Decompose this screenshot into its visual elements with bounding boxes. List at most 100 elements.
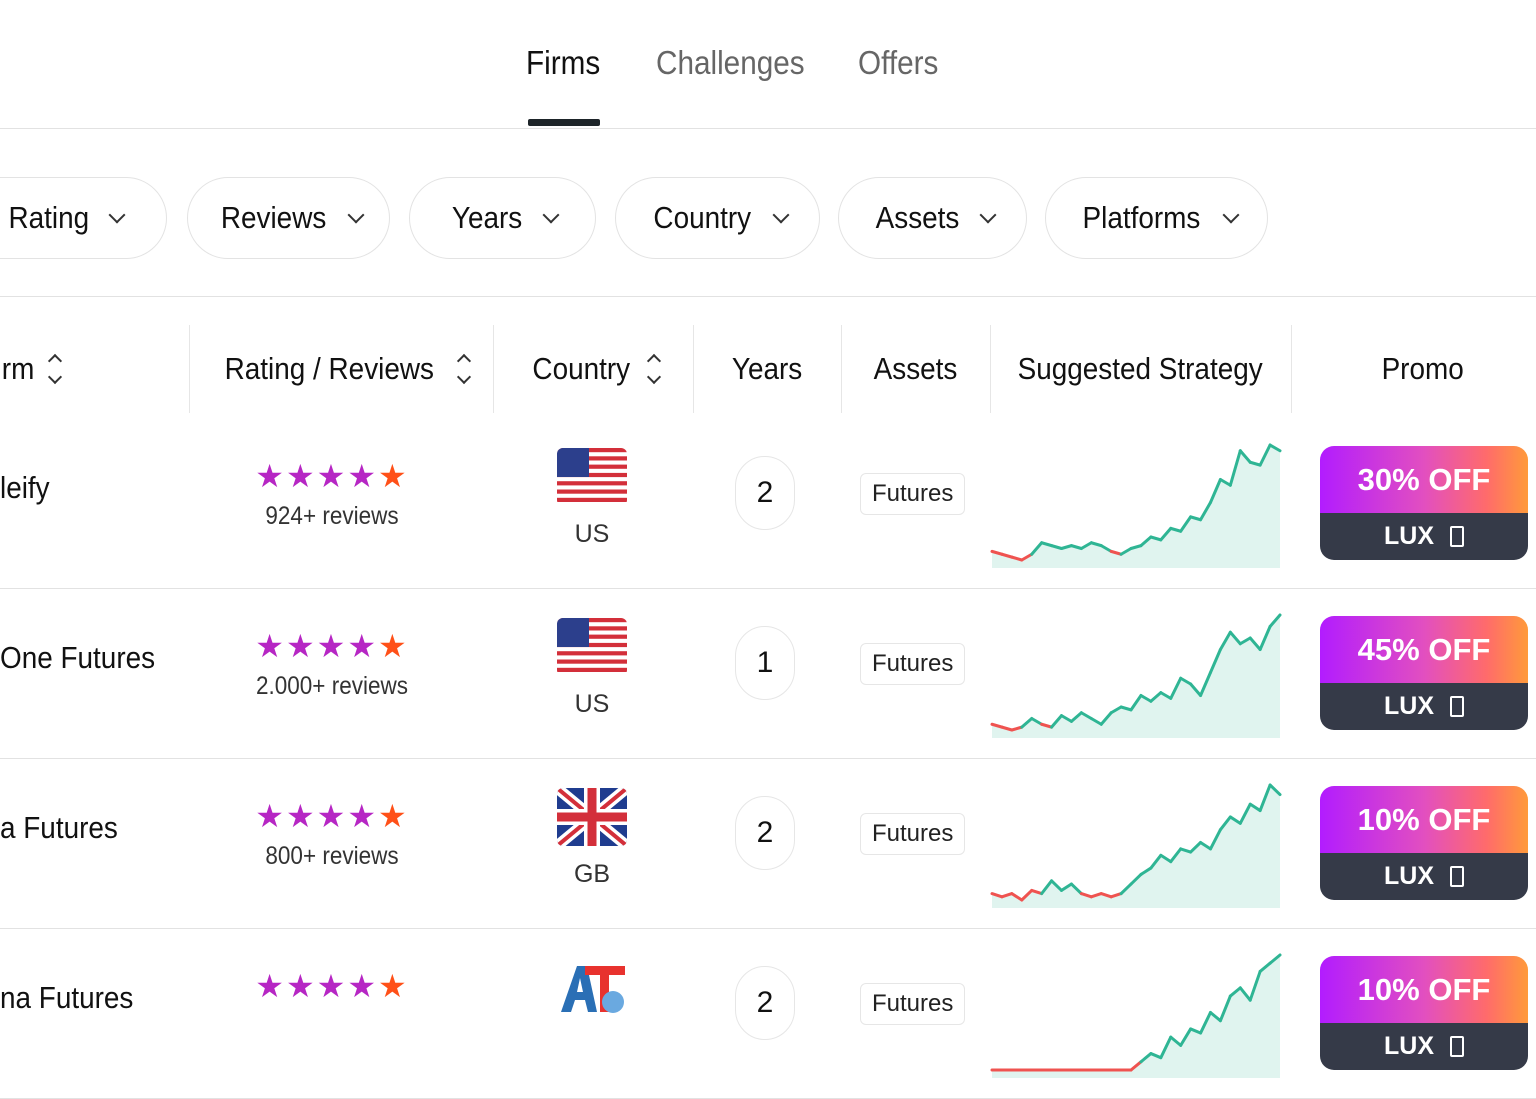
strategy-segment	[1169, 526, 1183, 533]
table-header: rm Rating / Reviews Country Years Assets…	[0, 325, 1536, 413]
strategy-segment	[1218, 478, 1232, 487]
promo-badge[interactable]: 45% OFF LUX	[1320, 616, 1528, 730]
discount-label: 45% OFF	[1320, 616, 1528, 683]
strategy-segment	[1218, 815, 1232, 832]
promo-code: LUX	[1384, 522, 1434, 550]
strategy-segment	[1040, 541, 1054, 548]
strategy-segment	[1010, 892, 1024, 902]
strategy-segment	[1208, 648, 1222, 674]
copy-icon[interactable]	[1450, 696, 1464, 717]
strategy-segment	[1199, 501, 1212, 522]
years-badge: 2	[735, 796, 795, 870]
strategy-segment	[1089, 541, 1103, 548]
promo-code-button[interactable]: LUX	[1320, 513, 1528, 560]
strategy-segment	[1258, 443, 1272, 467]
strategy-segment	[1199, 841, 1212, 851]
table-row[interactable]: One Futures ★★★★★ 2.000+ reviews US 1 Fu…	[0, 588, 1536, 759]
promo-code: LUX	[1384, 1032, 1434, 1060]
sort-icon	[457, 353, 472, 385]
promo-code: LUX	[1384, 692, 1434, 720]
strategy-segment	[1079, 892, 1093, 899]
column-country[interactable]: Country	[493, 325, 693, 413]
strategy-segment	[1000, 552, 1014, 559]
tab-firms[interactable]: Firms	[526, 44, 601, 81]
country-cell: US	[542, 448, 642, 549]
firm-name[interactable]: na Futures	[0, 980, 134, 1015]
promo-code-button[interactable]: LUX	[1320, 853, 1528, 900]
strategy-area	[992, 785, 1280, 908]
strategy-segment	[1179, 676, 1193, 686]
strategy-segment	[1208, 478, 1222, 504]
strategy-segment	[1159, 526, 1173, 542]
strategy-segment	[1228, 815, 1242, 825]
strategy-segment	[1248, 460, 1262, 467]
rating-cell: ★★★★★ 800+ reviews	[232, 798, 432, 871]
copy-icon[interactable]	[1450, 866, 1464, 887]
strategy-segment	[990, 722, 1004, 729]
promo-badge[interactable]: 10% OFF LUX	[1320, 956, 1528, 1070]
country-cell: GB	[542, 788, 642, 889]
copy-icon[interactable]	[1450, 1036, 1464, 1057]
strategy-segment	[1119, 705, 1133, 712]
firm-name[interactable]: leify	[0, 470, 50, 505]
strategy-segment	[1268, 783, 1282, 797]
filter-years[interactable]: Years	[409, 177, 596, 259]
strategy-segment	[1109, 705, 1123, 715]
strategy-segment	[1159, 853, 1173, 864]
strategy-segment	[1060, 882, 1073, 892]
promo-badge[interactable]: 30% OFF LUX	[1320, 446, 1528, 560]
strategy-segment	[1268, 443, 1282, 453]
column-firm[interactable]: rm	[0, 325, 70, 413]
strategy-segment	[1268, 953, 1282, 965]
review-count: 2.000+ reviews	[256, 672, 408, 700]
rating-cell: ★★★★★ 924+ reviews	[232, 458, 432, 531]
strategy-sparkline	[990, 613, 1282, 738]
copy-icon[interactable]	[1450, 526, 1464, 547]
promo-code-button[interactable]: LUX	[1320, 1023, 1528, 1070]
strategy-segment	[1189, 682, 1203, 697]
strategy-segment	[1079, 541, 1093, 550]
review-count: 924+ reviews	[265, 502, 399, 530]
strategy-segment	[1069, 544, 1083, 550]
strategy-segment	[1258, 961, 1272, 973]
column-years: Years	[731, 351, 803, 386]
strategy-segment	[1020, 888, 1034, 902]
column-rating-reviews[interactable]: Rating / Reviews	[189, 325, 493, 413]
filter-rating[interactable]: Rating	[0, 177, 167, 259]
column-assets: Assets	[873, 351, 958, 386]
sort-icon	[647, 353, 662, 385]
promo-badge[interactable]: 10% OFF LUX	[1320, 786, 1528, 900]
tab-offers[interactable]: Offers	[858, 44, 939, 81]
firm-name[interactable]: a Futures	[0, 810, 118, 845]
strategy-segment	[1109, 892, 1123, 899]
star-rating: ★★★★★	[255, 798, 409, 834]
tab-challenges[interactable]: Challenges	[656, 44, 805, 81]
strategy-segment	[1119, 882, 1133, 896]
filter-bar: Rating Reviews Years Country Assets Platforms	[0, 128, 1536, 297]
years-badge: 2	[735, 966, 795, 1040]
strategy-segment	[1159, 691, 1173, 700]
country-code: US	[574, 520, 610, 548]
promo-code-button[interactable]: LUX	[1320, 683, 1528, 730]
table-row[interactable]: na Futures ★★★★★ 2 Futures 10% OFF LUX	[0, 928, 1536, 1099]
rating-cell: ★★★★★ 2.000+ reviews	[232, 628, 432, 701]
strategy-area	[992, 955, 1280, 1078]
table-row[interactable]: leify ★★★★★ 924+ reviews US 2 Futures 30…	[0, 418, 1536, 589]
filter-reviews[interactable]: Reviews	[187, 177, 390, 259]
filter-assets[interactable]: Assets	[838, 177, 1027, 259]
asset-tag: Futures	[860, 643, 966, 685]
country-code: GB	[573, 860, 611, 888]
strategy-segment	[1089, 717, 1103, 726]
strategy-segment	[1238, 802, 1252, 825]
table-row[interactable]: a Futures ★★★★★ 800+ reviews GB 2 Future…	[0, 758, 1536, 929]
strategy-segment	[1079, 711, 1093, 720]
filter-country[interactable]: Country	[615, 177, 820, 259]
strategy-segment	[1060, 714, 1073, 723]
strategy-segment	[1129, 544, 1143, 550]
firm-name[interactable]: One Futures	[0, 640, 156, 675]
filter-platforms[interactable]: Platforms	[1045, 177, 1268, 259]
strategy-segment	[1040, 722, 1054, 729]
discount-label: 10% OFF	[1320, 786, 1528, 853]
strategy-segment	[1010, 725, 1024, 732]
star-rating: ★★★★★	[255, 968, 409, 1004]
